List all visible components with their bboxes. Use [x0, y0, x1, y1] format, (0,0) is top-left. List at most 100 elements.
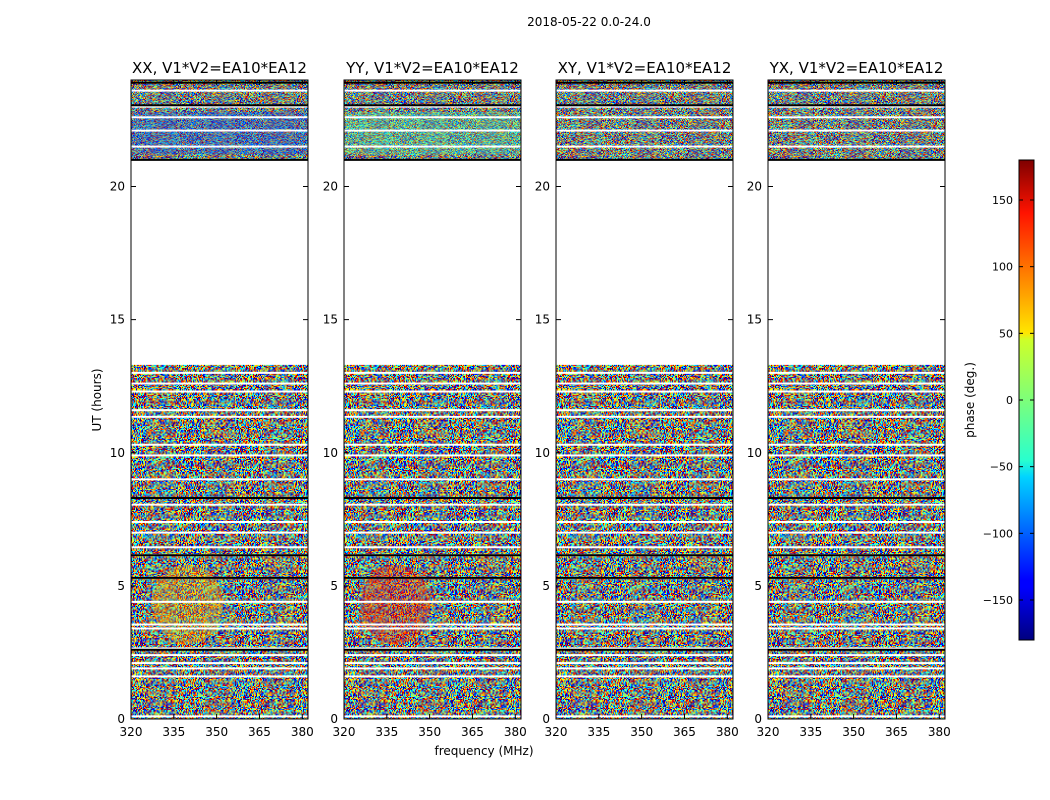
missing-scan-gap: [344, 520, 521, 523]
colorbar: 150 100 50 0 −50 −100 −150 phase (deg.): [963, 159, 1035, 641]
missing-scan-gap: [556, 454, 733, 457]
missing-scan-gap: [131, 415, 308, 418]
missing-scan-gap: [768, 129, 945, 132]
phase-gradient-region: [360, 564, 431, 645]
missing-scan-gap: [768, 654, 945, 657]
scan-boundary-line: [131, 576, 308, 579]
missing-scan-gap: [131, 503, 308, 506]
colorbar-tick-label: −150: [983, 594, 1013, 607]
missing-scan-gap: [131, 627, 308, 630]
missing-scan-gap: [344, 503, 521, 506]
panel-xy: XY, V1*V2=EA10*EA12 320 335 350 365 380 0 5 10 15…: [535, 59, 739, 739]
x-tick-label: 365: [461, 725, 484, 739]
missing-scan-gap: [131, 600, 308, 603]
y-tick-label: 5: [330, 579, 338, 593]
missing-scan-gap: [556, 715, 733, 718]
missing-scan-gap: [768, 675, 945, 678]
missing-scan-gap: [131, 371, 308, 374]
y-tick-label: 10: [747, 446, 762, 460]
x-tick-label: 350: [630, 725, 653, 739]
panel-yx: YX, V1*V2=EA10*EA12 320 335 350 365 380 0 5 10 15…: [747, 59, 951, 739]
missing-scan-gap: [131, 531, 308, 534]
phase-image-segment: [131, 364, 308, 719]
missing-scan-gap: [556, 520, 733, 523]
missing-scan-gap: [131, 675, 308, 678]
missing-scan-gap: [556, 627, 733, 630]
missing-scan-gap: [344, 145, 521, 148]
y-tick-label: 15: [323, 313, 338, 327]
phase-image-segment: [768, 80, 945, 160]
missing-scan-gap: [768, 531, 945, 534]
x-tick-label: 350: [205, 725, 228, 739]
x-tick-label: 335: [587, 725, 610, 739]
x-tick-label: 320: [757, 725, 780, 739]
x-tick-label: 380: [504, 725, 527, 739]
missing-scan-gap: [131, 390, 308, 393]
missing-scan-gap: [556, 390, 733, 393]
missing-scan-gap: [344, 647, 521, 650]
missing-scan-gap: [768, 520, 945, 523]
missing-scan-gap: [556, 647, 733, 650]
missing-scan-gap: [768, 662, 945, 665]
x-tick-label: 380: [291, 725, 314, 739]
scan-boundary-line: [768, 648, 945, 651]
missing-scan-gap: [556, 415, 733, 418]
y-tick-label: 5: [117, 579, 125, 593]
missing-scan-gap: [131, 667, 308, 670]
missing-scan-gap: [344, 129, 521, 132]
missing-scan-gap: [768, 454, 945, 457]
scan-boundary-line: [556, 104, 733, 107]
missing-scan-gap: [131, 647, 308, 650]
missing-scan-gap: [344, 89, 521, 92]
missing-scan-gap: [768, 623, 945, 626]
missing-scan-gap: [768, 503, 945, 506]
missing-scan-gap: [768, 415, 945, 418]
missing-scan-gap: [768, 105, 945, 108]
missing-scan-gap: [556, 116, 733, 119]
missing-scan-gap: [131, 520, 308, 523]
colorbar-label: phase (deg.): [963, 362, 977, 438]
scan-boundary-line: [344, 497, 521, 500]
missing-scan-gap: [556, 145, 733, 148]
x-tick-label: 350: [418, 725, 441, 739]
missing-scan-gap: [768, 715, 945, 718]
missing-scan-gap: [344, 105, 521, 108]
phase-gradient-region: [131, 111, 308, 155]
panel-xx: XX, V1*V2=EA10*EA12 320 335 350 365 380 0 5 10 15…: [110, 59, 314, 739]
missing-scan-gap: [556, 409, 733, 412]
missing-scan-gap: [344, 382, 521, 385]
colorbar-tick-label: 150: [992, 194, 1013, 207]
missing-scan-gap: [344, 654, 521, 657]
y-tick-label: 15: [747, 313, 762, 327]
colorbar-tick-label: 100: [992, 261, 1013, 274]
missing-scan-gap: [768, 546, 945, 549]
x-tick-label: 320: [333, 725, 356, 739]
missing-scan-gap: [556, 654, 733, 657]
missing-scan-gap: [768, 116, 945, 119]
x-tick-label: 365: [248, 725, 271, 739]
missing-scan-gap: [131, 409, 308, 412]
scan-boundary-line: [556, 554, 733, 557]
missing-scan-gap: [344, 454, 521, 457]
y-tick-label: 0: [330, 712, 338, 726]
y-tick-label: 0: [117, 712, 125, 726]
scan-boundary-line: [768, 104, 945, 107]
x-axis-label: frequency (MHz): [434, 744, 533, 758]
phase-image-segment: [556, 364, 733, 719]
colorbar-tick-label: 50: [999, 327, 1013, 340]
missing-scan-gap: [344, 116, 521, 119]
x-tick-label: 350: [842, 725, 865, 739]
y-tick-label: 5: [754, 579, 762, 593]
missing-scan-gap: [556, 667, 733, 670]
missing-scan-gap: [556, 382, 733, 385]
missing-scan-gap: [556, 662, 733, 665]
scan-boundary-line: [768, 497, 945, 500]
panel-yy: YY, V1*V2=EA10*EA12 320 335 350 365 380 0 5 10 15…: [323, 59, 527, 739]
scan-boundary-line: [768, 158, 945, 161]
panel-frame: [130, 79, 309, 720]
y-tick-label: 10: [535, 446, 550, 460]
scan-boundary-line: [131, 158, 308, 161]
missing-scan-gap: [344, 415, 521, 418]
figure-suptitle: 2018-05-22 0.0-24.0: [527, 15, 651, 29]
scan-boundary-line: [768, 81, 945, 84]
